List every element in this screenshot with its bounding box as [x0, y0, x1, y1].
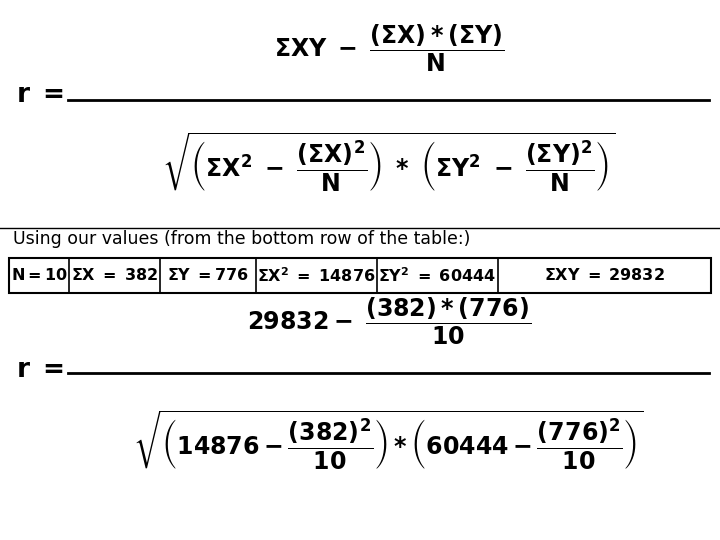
- Text: $\mathbf{\Sigma Y^2\ =\ 60444}$: $\mathbf{\Sigma Y^2\ =\ 60444}$: [379, 266, 496, 285]
- Text: $\mathbf{\Sigma XY\ =\ 29832}$: $\mathbf{\Sigma XY\ =\ 29832}$: [544, 267, 665, 284]
- Text: $\mathbf{\Sigma X\ =\ 382}$: $\mathbf{\Sigma X\ =\ 382}$: [71, 267, 158, 284]
- Text: $\mathbf{\sqrt{\left(\Sigma X^2\ -\ \dfrac{(\Sigma X)^2}{N}\right)\ *\ \left(\Si: $\mathbf{\sqrt{\left(\Sigma X^2\ -\ \dfr…: [162, 131, 616, 193]
- Text: $\mathbf{29832-\ \dfrac{(382)*(776)}{10}}$: $\mathbf{29832-\ \dfrac{(382)*(776)}{10}…: [247, 295, 531, 347]
- Text: Using our values (from the bottom row of the table:): Using our values (from the bottom row of…: [13, 230, 470, 248]
- Text: $\mathbf{\Sigma X^2\ =\ 14876}$: $\mathbf{\Sigma X^2\ =\ 14876}$: [257, 266, 375, 285]
- Text: $\mathbf{\Sigma Y\ =776}$: $\mathbf{\Sigma Y\ =776}$: [166, 267, 249, 284]
- Bar: [9, 258, 711, 293]
- Text: $\mathbf{r\ =}$: $\mathbf{r\ =}$: [16, 357, 64, 383]
- Text: $\mathbf{N=10}$: $\mathbf{N=10}$: [11, 267, 67, 284]
- Text: $\mathbf{r\ =}$: $\mathbf{r\ =}$: [16, 82, 64, 107]
- Text: $\mathbf{\Sigma XY\ -\ \dfrac{(\Sigma X)*(\Sigma Y)}{N}}$: $\mathbf{\Sigma XY\ -\ \dfrac{(\Sigma X)…: [274, 23, 504, 75]
- Text: $\mathbf{\sqrt{\left(14876-\dfrac{(382)^2}{10}\right)*\left(60444-\dfrac{(776)^2: $\mathbf{\sqrt{\left(14876-\dfrac{(382)^…: [133, 409, 644, 471]
